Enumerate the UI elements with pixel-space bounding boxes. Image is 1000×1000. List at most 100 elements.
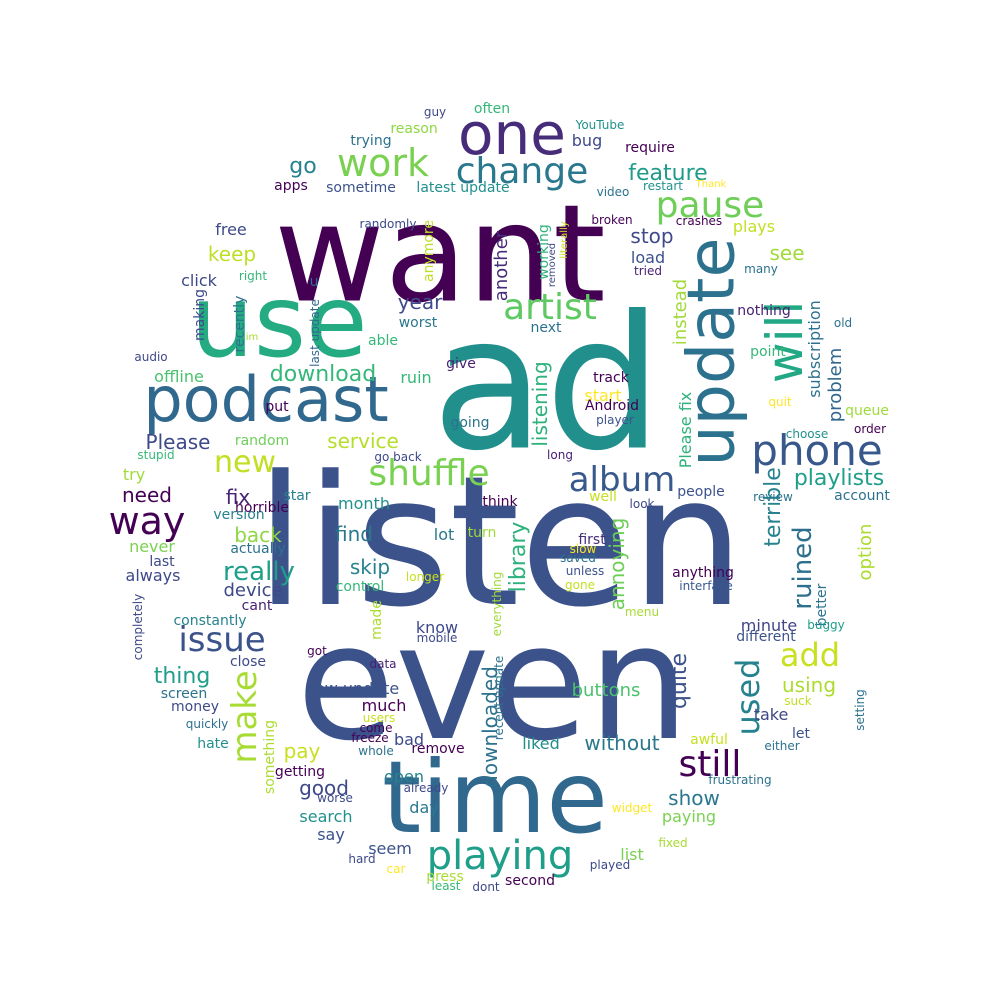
- word-account: account: [834, 488, 890, 504]
- word-keep: keep: [207, 242, 257, 266]
- word-control: control: [335, 579, 385, 595]
- word-crashes: crashes: [675, 214, 723, 228]
- word-made: made: [369, 600, 385, 640]
- word-thing: thing: [153, 664, 211, 689]
- word-interface: interface: [679, 579, 733, 593]
- word-really: really: [223, 557, 295, 587]
- word-want: want: [274, 175, 606, 333]
- word-quickly: quickly: [185, 717, 229, 731]
- word-played: played: [589, 858, 631, 872]
- word-thank: Thank: [695, 179, 727, 190]
- word-liked: liked: [522, 734, 560, 753]
- word-stop: stop: [630, 224, 674, 248]
- word-list: list: [620, 845, 644, 864]
- word-point: point: [750, 344, 786, 360]
- word-issue: issue: [178, 620, 266, 660]
- word-random: random: [234, 433, 290, 449]
- word-add: add: [779, 636, 841, 674]
- word-go-back: go back: [374, 450, 422, 464]
- word-turn: turn: [467, 525, 497, 541]
- word-go: go: [289, 154, 317, 179]
- word-mobile: mobile: [416, 631, 458, 645]
- word-use: use: [190, 263, 368, 380]
- word-seem: seem: [368, 839, 412, 858]
- word-users: users: [362, 711, 396, 725]
- word-unless: unless: [565, 564, 605, 578]
- word-hate: hate: [197, 736, 229, 752]
- word-year: year: [397, 290, 443, 314]
- word-video: video: [596, 185, 630, 199]
- word-often: often: [473, 101, 511, 117]
- word-try: try: [122, 465, 146, 484]
- word-worse: worse: [317, 791, 353, 805]
- word-find: find: [335, 522, 373, 546]
- word-podcast: podcast: [143, 363, 389, 436]
- word-making: making: [192, 289, 208, 341]
- word-remove: remove: [411, 741, 465, 757]
- word-buggy: buggy: [807, 618, 845, 632]
- word-latest-update: latest update: [416, 180, 510, 196]
- word-annoying: annoying: [605, 517, 629, 611]
- word-people: people: [677, 484, 725, 500]
- word-longer: longer: [405, 570, 445, 584]
- word-using: using: [781, 673, 837, 697]
- word-listening: listening: [528, 361, 552, 447]
- word-frustrating: frustrating: [708, 773, 772, 787]
- word-audio: audio: [134, 350, 168, 364]
- word-press: press: [426, 869, 464, 885]
- word-look: look: [629, 497, 655, 511]
- word-player: player: [596, 413, 634, 427]
- word-something: something: [262, 719, 278, 795]
- word-instead: instead: [670, 278, 691, 346]
- word-start: start: [584, 386, 622, 405]
- word-click: click: [181, 271, 217, 290]
- word-feature: feature: [628, 161, 708, 186]
- word-even: even: [296, 589, 690, 776]
- word-least: least: [431, 879, 461, 893]
- word-tried: tried: [634, 264, 662, 278]
- word-im: im: [245, 332, 259, 343]
- word-nothing: nothing: [737, 303, 791, 319]
- word-take: take: [753, 705, 789, 724]
- word-awful: awful: [690, 732, 728, 748]
- word-u: u: [309, 274, 319, 290]
- word-good: good: [299, 776, 349, 800]
- word-restart: restart: [642, 179, 684, 193]
- word-free: free: [215, 220, 247, 239]
- word-randomly: randomly: [359, 217, 417, 231]
- word-bug: bug: [571, 131, 603, 150]
- word-come: come: [359, 721, 393, 735]
- word-dont: dont: [472, 880, 500, 894]
- word-constantly: constantly: [173, 613, 247, 629]
- word-anymore: anymore: [421, 219, 437, 283]
- word-android: Android: [584, 398, 640, 414]
- word-let: let: [792, 726, 810, 742]
- word-load: load: [630, 248, 666, 267]
- word-horrible: horrible: [235, 500, 289, 516]
- word-cant: cant: [241, 598, 273, 614]
- word-terrible: terrible: [761, 467, 786, 547]
- word-last: last: [149, 554, 175, 570]
- word-data: data: [369, 657, 397, 671]
- word-minute: minute: [740, 616, 798, 635]
- word-last-update: last update: [308, 299, 322, 367]
- word-car: car: [386, 862, 406, 876]
- word-completely: completely: [131, 593, 145, 661]
- word-show: show: [668, 786, 720, 810]
- word-guy: guy: [423, 105, 447, 119]
- word-open: open: [384, 767, 424, 786]
- word-youtube: YouTube: [575, 118, 625, 132]
- word-buttons: buttons: [571, 680, 641, 701]
- word-close: close: [229, 654, 267, 670]
- word-listen: listen: [255, 438, 745, 647]
- word-album: album: [568, 460, 676, 500]
- word-service: service: [327, 429, 399, 453]
- word-give: give: [446, 356, 476, 372]
- word-suck: suck: [784, 694, 812, 708]
- word-able: able: [368, 333, 398, 349]
- word-bad: bad: [393, 730, 425, 749]
- word-shuffle: shuffle: [368, 453, 490, 494]
- word-setting: setting: [853, 689, 867, 731]
- word-please-fix: Please fix: [676, 391, 695, 469]
- word-still: still: [678, 744, 742, 785]
